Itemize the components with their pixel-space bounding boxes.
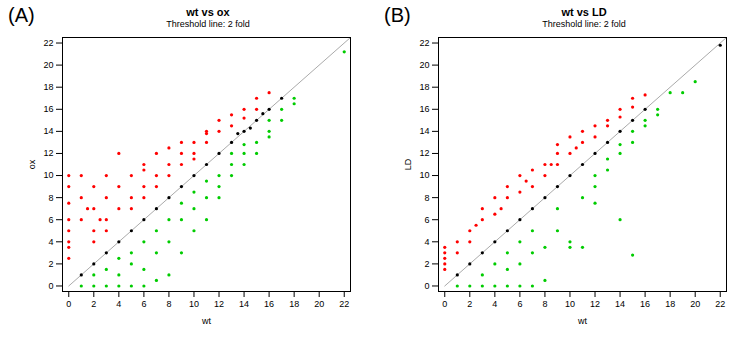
svg-text:12: 12 <box>214 299 224 309</box>
svg-text:6: 6 <box>424 215 429 225</box>
svg-text:20: 20 <box>419 60 429 70</box>
html-text:Threshold line: 2 fold: Threshold line: 2 fold <box>542 19 626 29</box>
svg-text:6: 6 <box>141 299 146 309</box>
svg-text:18: 18 <box>419 82 429 92</box>
html-text:wt vs ox: wt vs ox <box>186 6 230 18</box>
svg-text:0: 0 <box>424 281 429 291</box>
svg-text:14: 14 <box>43 126 53 136</box>
svg-text:4: 4 <box>116 299 121 309</box>
svg-text:0: 0 <box>442 299 447 309</box>
svg-text:wt: wt <box>577 316 587 326</box>
svg-text:ox: ox <box>27 159 37 169</box>
svg-text:22: 22 <box>419 38 429 48</box>
svg-text:14: 14 <box>419 126 429 136</box>
svg-text:12: 12 <box>419 148 429 158</box>
svg-text:0: 0 <box>66 299 71 309</box>
html-text:(B): (B) <box>384 4 411 26</box>
svg-text:16: 16 <box>419 104 429 114</box>
svg-text:4: 4 <box>492 299 497 309</box>
svg-text:12: 12 <box>43 148 53 158</box>
svg-text:16: 16 <box>264 299 274 309</box>
svg-text:10: 10 <box>419 170 429 180</box>
svg-text:8: 8 <box>166 299 171 309</box>
svg-text:16: 16 <box>43 104 53 114</box>
svg-text:20: 20 <box>314 299 324 309</box>
svg-text:6: 6 <box>517 299 522 309</box>
svg-text:wt: wt <box>201 316 211 326</box>
svg-text:2: 2 <box>48 259 53 269</box>
svg-text:12: 12 <box>590 299 600 309</box>
svg-text:8: 8 <box>542 299 547 309</box>
svg-text:2: 2 <box>91 299 96 309</box>
svg-text:22: 22 <box>339 299 349 309</box>
svg-text:18: 18 <box>289 299 299 309</box>
html-text:(A): (A) <box>8 4 35 26</box>
svg-text:10: 10 <box>565 299 575 309</box>
svg-text:22: 22 <box>715 299 725 309</box>
html-text:Threshold line: 2 fold: Threshold line: 2 fold <box>166 19 250 29</box>
svg-text:10: 10 <box>43 170 53 180</box>
svg-text:0: 0 <box>48 281 53 291</box>
svg-text:18: 18 <box>665 299 675 309</box>
svg-text:16: 16 <box>640 299 650 309</box>
svg-text:4: 4 <box>424 237 429 247</box>
svg-text:14: 14 <box>239 299 249 309</box>
svg-text:2: 2 <box>424 259 429 269</box>
svg-text:22: 22 <box>43 38 53 48</box>
svg-text:4: 4 <box>48 237 53 247</box>
svg-text:20: 20 <box>690 299 700 309</box>
svg-text:20: 20 <box>43 60 53 70</box>
svg-text:8: 8 <box>424 193 429 203</box>
svg-text:2: 2 <box>467 299 472 309</box>
svg-text:6: 6 <box>48 215 53 225</box>
svg-text:10: 10 <box>189 299 199 309</box>
svg-text:14: 14 <box>615 299 625 309</box>
svg-text:8: 8 <box>48 193 53 203</box>
html-text:wt vs LD: wt vs LD <box>561 6 607 18</box>
svg-text:LD: LD <box>403 158 413 170</box>
svg-text:18: 18 <box>43 82 53 92</box>
